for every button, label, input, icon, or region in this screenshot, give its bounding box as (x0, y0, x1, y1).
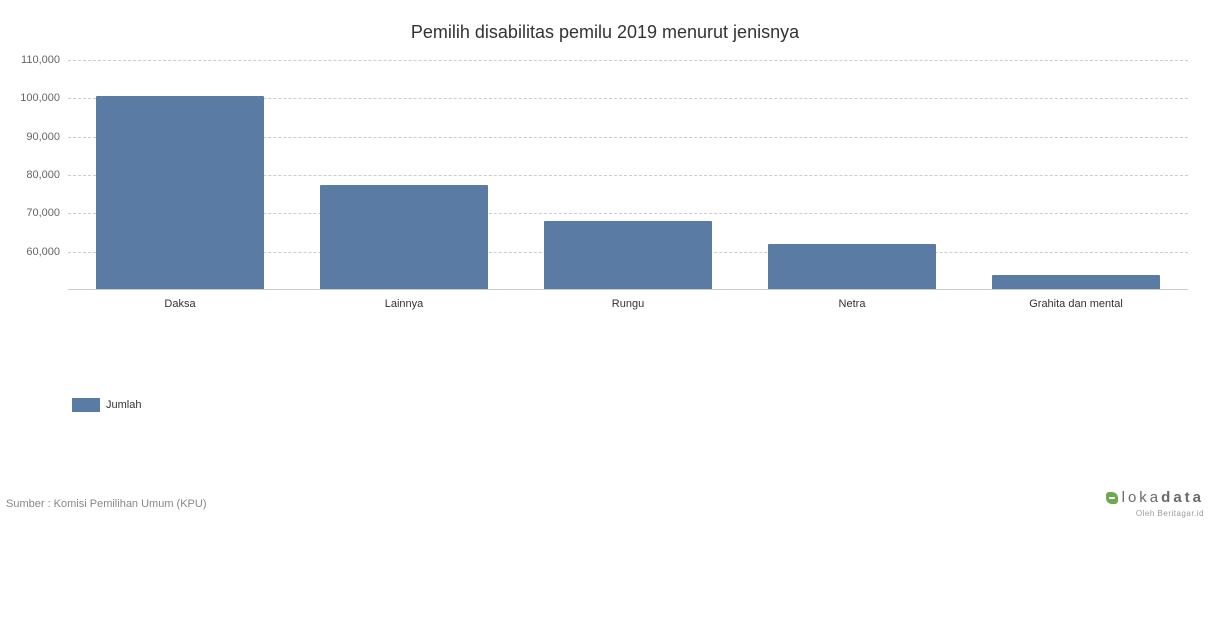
bar-slot (292, 60, 516, 290)
chart-title: Pemilih disabilitas pemilu 2019 menurut … (0, 0, 1210, 43)
bar (992, 275, 1160, 290)
chart-plot-area: 60,00070,00080,00090,000100,000110,000 (68, 60, 1188, 290)
y-tick-label: 70,000 (26, 207, 60, 219)
legend: Jumlah (72, 398, 141, 412)
bar (768, 244, 936, 290)
bar-slot (964, 60, 1188, 290)
x-axis-baseline (68, 289, 1188, 290)
leaf-icon (1106, 492, 1118, 504)
bar (544, 221, 712, 290)
y-tick-label: 90,000 (26, 131, 60, 143)
x-axis-label: Daksa (68, 298, 292, 310)
x-axis-labels: DaksaLainnyaRunguNetraGrahita dan mental (68, 298, 1188, 310)
brand-text-bold: data (1161, 489, 1204, 506)
legend-label: Jumlah (106, 399, 141, 411)
x-axis-label: Grahita dan mental (964, 298, 1188, 310)
bar (96, 96, 264, 290)
brand-subtext: Oleh Beritagar.id (1106, 510, 1204, 518)
x-axis-label: Netra (740, 298, 964, 310)
source-text: Sumber : Komisi Pemilihan Umum (KPU) (6, 498, 207, 510)
brand-logo: lokadata Oleh Beritagar.id (1106, 490, 1204, 518)
x-axis-label: Rungu (516, 298, 740, 310)
bar-slot (516, 60, 740, 290)
y-tick-label: 110,000 (21, 54, 60, 66)
legend-swatch (72, 398, 100, 412)
y-tick-label: 60,000 (26, 246, 60, 258)
x-axis-label: Lainnya (292, 298, 516, 310)
brand-text-light: loka (1122, 489, 1162, 506)
bar (320, 185, 488, 290)
bar-slot (740, 60, 964, 290)
bar-slot (68, 60, 292, 290)
y-tick-label: 100,000 (20, 92, 60, 104)
y-tick-label: 80,000 (26, 169, 60, 181)
